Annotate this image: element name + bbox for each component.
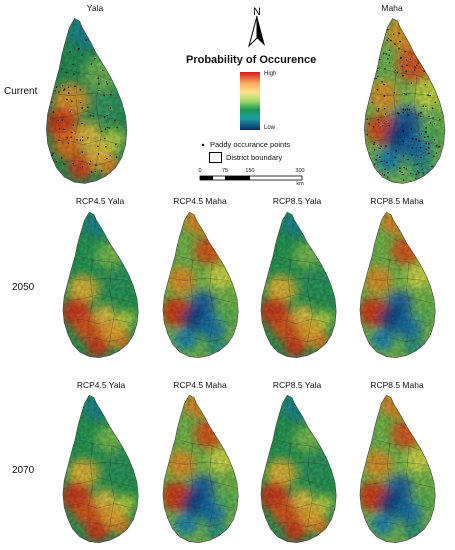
map-2050-rcp85-maha	[359, 211, 436, 359]
scale-tick-150: 150	[245, 168, 255, 174]
scale-tick-0: 0	[198, 168, 202, 174]
panel-title-2050-rcp45-maha: RCP4.5 Maha	[173, 196, 227, 206]
scale-bar	[199, 175, 303, 181]
district-boundary-icon	[209, 152, 222, 163]
row-label-2070: 2070	[12, 465, 35, 476]
paddy-point-icon	[201, 143, 205, 147]
legend-district-label: District boundary	[226, 153, 283, 162]
legend-points-label: Paddy occurance points	[210, 140, 291, 149]
north-label: N	[253, 6, 261, 18]
panel-title-2070-rcp85-yala: RCP8.5 Yala	[272, 380, 322, 390]
map-current-maha	[363, 17, 446, 185]
north-arrow-icon: N	[248, 6, 265, 48]
map-current-yala	[45, 17, 128, 185]
legend-high-label: High	[264, 71, 277, 77]
row-label-current: Current	[4, 86, 38, 97]
map-2070-rcp45-maha	[162, 394, 239, 544]
map-2050-rcp45-maha	[162, 211, 239, 359]
map-2050-rcp85-yala	[260, 211, 337, 359]
row-label-2050: 2050	[12, 282, 35, 293]
panel-title-2070-rcp45-yala: RCP4.5 Yala	[76, 380, 126, 390]
panel-title-2050-rcp45-yala: RCP4.5 Yala	[75, 196, 125, 206]
legend-title: Probability of Occurence	[186, 54, 317, 66]
legend-color-ramp	[240, 72, 260, 130]
scale-tick-75: 75	[221, 168, 229, 174]
legend-low-label: Low	[264, 125, 276, 131]
scale-tick-300: 300	[295, 168, 305, 174]
map-2070-rcp45-yala	[62, 394, 139, 544]
panel-title-2070-rcp45-maha: RCP4.5 Maha	[173, 380, 227, 390]
panel-title-2070-rcp85-maha: RCP8.5 Maha	[370, 380, 424, 390]
panel-title-2050-rcp85-yala: RCP8.5 Yala	[272, 196, 322, 206]
panel-title-current-yala: Yala	[86, 3, 104, 13]
panel-title-current-maha: Maha	[381, 3, 403, 13]
panel-title-2050-rcp85-maha: RCP8.5 Maha	[370, 196, 424, 206]
map-2050-rcp45-yala	[62, 211, 139, 359]
map-2070-rcp85-maha	[359, 394, 436, 544]
map-2070-rcp85-yala	[260, 394, 337, 544]
scale-unit: km	[296, 181, 304, 187]
